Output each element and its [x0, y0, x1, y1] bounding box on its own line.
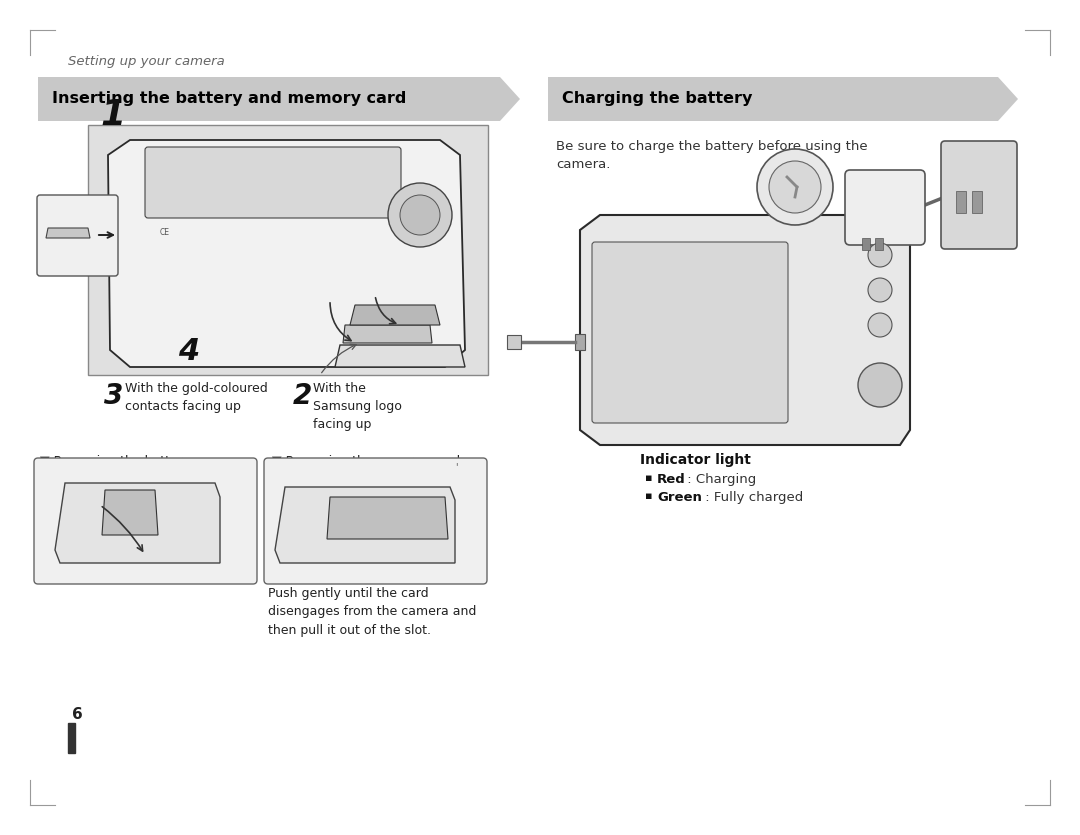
Text: Charging the battery: Charging the battery: [562, 90, 753, 105]
Text: ▼ Removing the memroy card: ▼ Removing the memroy card: [272, 455, 460, 468]
Text: : Fully charged: : Fully charged: [701, 491, 804, 504]
Polygon shape: [275, 487, 455, 563]
FancyBboxPatch shape: [264, 458, 487, 584]
Text: Inserting the battery and memory card: Inserting the battery and memory card: [52, 90, 406, 105]
Bar: [575, 334, 585, 350]
FancyBboxPatch shape: [33, 458, 257, 584]
Polygon shape: [102, 490, 158, 535]
FancyBboxPatch shape: [37, 195, 118, 276]
FancyBboxPatch shape: [592, 242, 788, 423]
Text: : Charging: : Charging: [683, 473, 756, 486]
Text: ▪: ▪: [645, 473, 652, 483]
Text: Be sure to charge the battery before using the
camera.: Be sure to charge the battery before usi…: [556, 140, 867, 171]
Text: Push gently until the card
disengages from the camera and
then pull it out of th: Push gently until the card disengages fr…: [268, 587, 476, 637]
Bar: [956, 191, 966, 213]
FancyBboxPatch shape: [845, 170, 924, 245]
Polygon shape: [327, 497, 448, 539]
Text: Indicator light: Indicator light: [640, 453, 751, 467]
Bar: [875, 238, 883, 250]
Text: ▪: ▪: [645, 491, 652, 501]
Polygon shape: [55, 483, 220, 563]
Polygon shape: [46, 228, 90, 238]
Text: Setting up your camera: Setting up your camera: [68, 55, 225, 68]
Text: ▼ Removing the battery: ▼ Removing the battery: [40, 455, 190, 468]
Text: 6: 6: [72, 707, 83, 722]
Circle shape: [858, 363, 902, 407]
Circle shape: [868, 243, 892, 267]
Polygon shape: [38, 77, 519, 121]
Text: CE: CE: [160, 228, 170, 237]
Circle shape: [757, 149, 833, 225]
Polygon shape: [335, 345, 465, 367]
Text: 4: 4: [178, 337, 199, 366]
Polygon shape: [548, 77, 1018, 121]
Text: 3: 3: [104, 382, 123, 410]
Text: Green: Green: [657, 491, 702, 504]
Circle shape: [400, 195, 440, 235]
Polygon shape: [350, 305, 440, 325]
Bar: [507, 335, 521, 349]
Text: 1: 1: [100, 98, 125, 132]
Polygon shape: [580, 215, 910, 445]
Text: With the
Samsung logo
facing up: With the Samsung logo facing up: [313, 382, 402, 431]
Bar: [862, 238, 870, 250]
Circle shape: [388, 183, 453, 247]
Polygon shape: [343, 325, 432, 343]
Text: With the gold-coloured
contacts facing up: With the gold-coloured contacts facing u…: [125, 382, 268, 413]
Circle shape: [769, 161, 821, 213]
FancyBboxPatch shape: [145, 147, 401, 218]
Polygon shape: [108, 140, 465, 367]
Text: ': ': [455, 462, 458, 472]
Circle shape: [868, 313, 892, 337]
FancyBboxPatch shape: [941, 141, 1017, 249]
Circle shape: [868, 278, 892, 302]
Text: Red: Red: [657, 473, 686, 486]
Bar: [972, 191, 982, 213]
Text: 2: 2: [293, 382, 312, 410]
FancyBboxPatch shape: [87, 125, 488, 375]
Bar: [68, 723, 75, 753]
